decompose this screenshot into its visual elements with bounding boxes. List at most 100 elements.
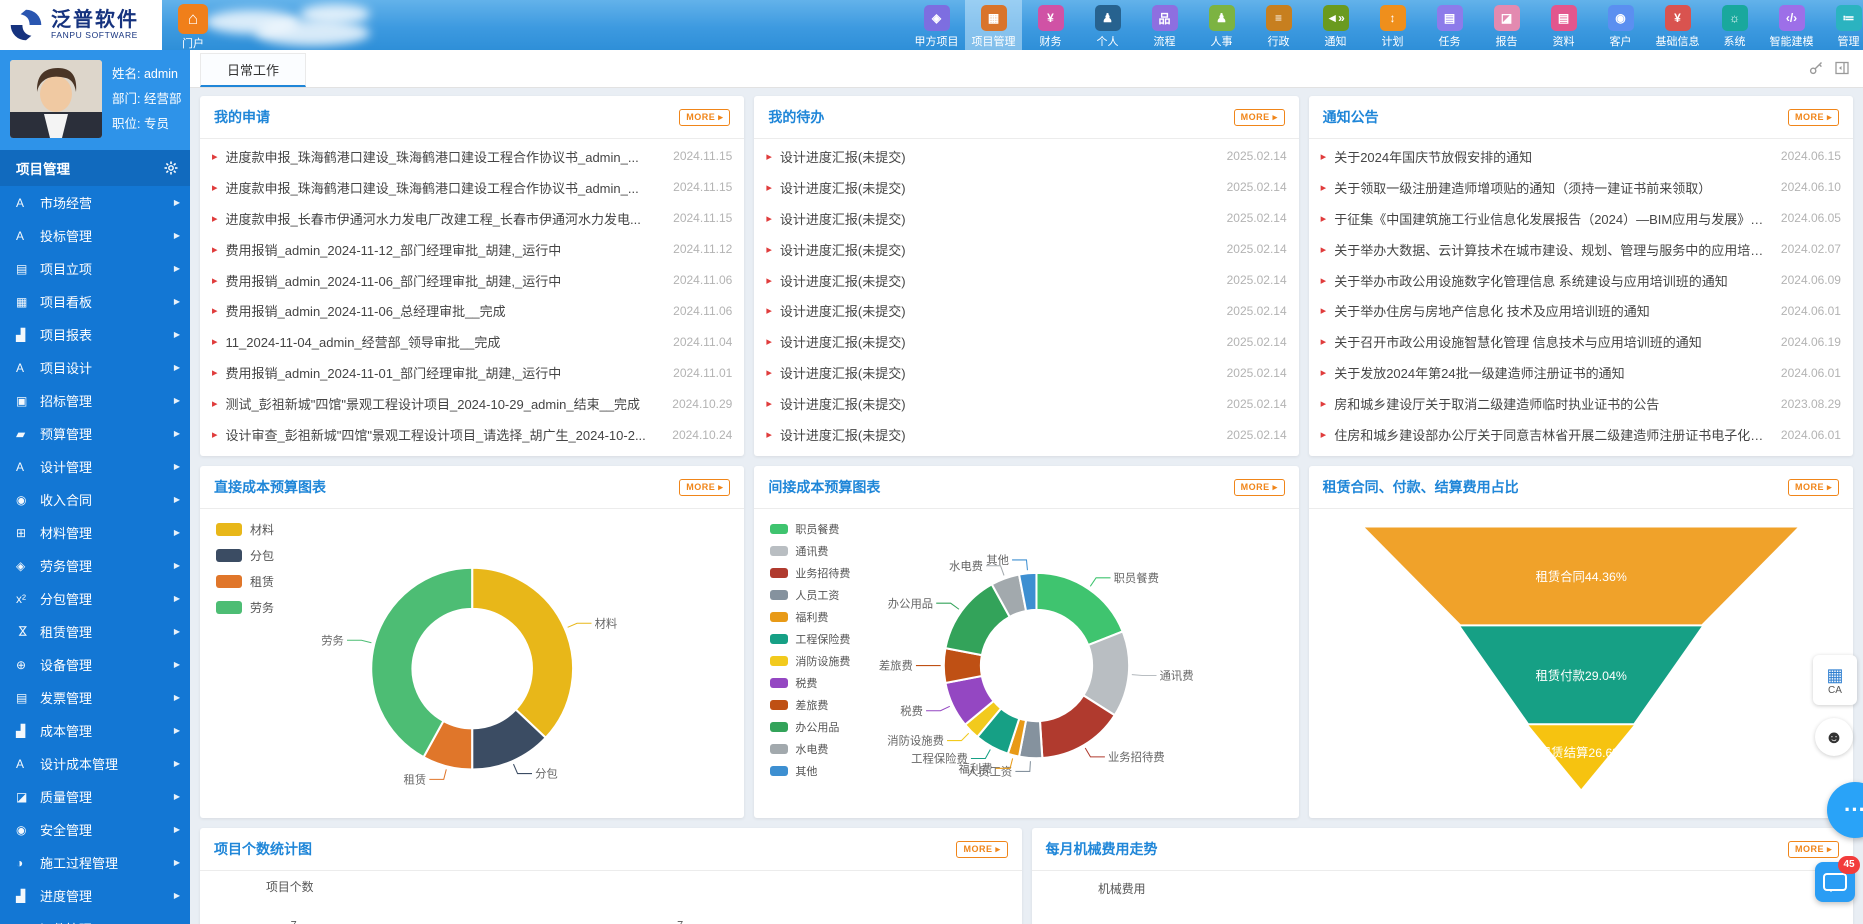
- more-button[interactable]: MORE ▸: [1788, 841, 1839, 858]
- sidebar-item-progress[interactable]: ▟进度管理▶: [0, 879, 190, 912]
- sidebar-item-income-contract[interactable]: ◉收入合同▶: [0, 483, 190, 516]
- list-item[interactable]: ▸关于发放2024年第24批一级建造师注册证书的通知2024.06.01: [1321, 357, 1841, 388]
- list-item[interactable]: ▸房和城乡建设厅关于取消二级建造师临时执业证书的公告2023.08.29: [1321, 388, 1841, 419]
- list-item[interactable]: ▸设计进度汇报(未提交)2025.02.14: [766, 172, 1286, 203]
- sidebar-item-invoices[interactable]: ▤发票管理▶: [0, 681, 190, 714]
- legend-item[interactable]: 办公用品: [770, 719, 850, 735]
- list-item[interactable]: ▸进度款申报_珠海鹤港口建设_珠海鹤港口建设工程合作协议书_admin_...2…: [212, 141, 732, 172]
- slice-职员餐费[interactable]: [1037, 573, 1123, 645]
- message-widget[interactable]: 45: [1815, 862, 1855, 902]
- list-item[interactable]: ▸设计进度汇报(未提交)2025.02.14: [766, 296, 1286, 327]
- top-nav-item-admin-affairs[interactable]: ≡行政: [1250, 0, 1307, 50]
- legend-item[interactable]: 材料: [216, 521, 274, 538]
- sidebar-item-materials[interactable]: ⊞材料管理▶: [0, 516, 190, 549]
- legend-item[interactable]: 福利费: [770, 609, 850, 625]
- list-item[interactable]: ▸设计进度汇报(未提交)2025.02.14: [766, 203, 1286, 234]
- list-item[interactable]: ▸设计进度汇报(未提交)2025.02.14: [766, 357, 1286, 388]
- sidebar-item-project-kanban[interactable]: ▦项目看板▶: [0, 285, 190, 318]
- qr-ca-widget[interactable]: ▦ CA: [1813, 655, 1857, 705]
- more-button[interactable]: MORE ▸: [679, 479, 730, 496]
- avatar[interactable]: [10, 60, 102, 138]
- more-button[interactable]: MORE ▸: [956, 841, 1007, 858]
- top-nav-item-client-projects[interactable]: ◈甲方项目: [908, 0, 965, 50]
- list-item[interactable]: ▸设计进度汇报(未提交)2025.02.14: [766, 326, 1286, 357]
- list-item[interactable]: ▸设计进度汇报(未提交)2025.02.14: [766, 388, 1286, 419]
- sidebar-item-construction-process[interactable]: ◑施工过程管理▶: [0, 846, 190, 879]
- list-item[interactable]: ▸关于举办大数据、云计算技术在城市建设、规划、管理与服务中的应用培训班...20…: [1321, 234, 1841, 265]
- list-item[interactable]: ▸设计进度汇报(未提交)2025.02.14: [766, 234, 1286, 265]
- list-item[interactable]: ▸关于召开市政公用设施智慧化管理 信息技术与应用培训班的通知2024.06.19: [1321, 326, 1841, 357]
- list-item[interactable]: ▸测试_彭祖新城"四馆"景观工程设计项目_2024-10-29_admin_结束…: [212, 388, 732, 419]
- top-nav-item-customers[interactable]: ◉客户: [1592, 0, 1649, 50]
- sidebar-item-tendering[interactable]: ▣招标管理▶: [0, 384, 190, 417]
- list-item[interactable]: ▸费用报销_admin_2024-11-01_部门经理审批_胡建,_运行中202…: [212, 357, 732, 388]
- app-logo[interactable]: 泛普软件 FANPU SOFTWARE: [0, 0, 162, 50]
- sidebar-item-cost[interactable]: ▟成本管理▶: [0, 714, 190, 747]
- sidebar-item-project-reports[interactable]: ▟项目报表▶: [0, 318, 190, 351]
- top-nav-item-management[interactable]: ≔管理: [1820, 0, 1863, 50]
- list-item[interactable]: ▸设计进度汇报(未提交)2025.02.14: [766, 265, 1286, 296]
- sidebar-item-design[interactable]: A设计管理▶: [0, 450, 190, 483]
- legend-item[interactable]: 其他: [770, 763, 850, 779]
- top-nav-item-hr[interactable]: ♟人事: [1193, 0, 1250, 50]
- legend-item[interactable]: 通讯费: [770, 543, 850, 559]
- gear-icon[interactable]: [164, 161, 178, 175]
- list-item[interactable]: ▸关于举办住房与房地产信息化 技术及应用培训班的通知2024.06.01: [1321, 296, 1841, 327]
- sidebar-item-market[interactable]: A市场经营▶: [0, 186, 190, 219]
- list-item[interactable]: ▸设计进度汇报(未提交)2025.02.14: [766, 141, 1286, 172]
- top-nav-item-project-management[interactable]: ▦项目管理: [965, 0, 1022, 50]
- top-nav-item-workflow[interactable]: 品流程: [1136, 0, 1193, 50]
- list-item[interactable]: ▸设计审查_彭祖新城"四馆"景观工程设计项目_请选择_胡广生_2024-10-2…: [212, 419, 732, 450]
- list-item[interactable]: ▸费用报销_admin_2024-11-06_部门经理审批_胡建,_运行中202…: [212, 265, 732, 296]
- legend-item[interactable]: 差旅费: [770, 697, 850, 713]
- sidebar-item-equipment[interactable]: ⊕设备管理▶: [0, 648, 190, 681]
- legend-item[interactable]: 职员餐费: [770, 521, 850, 537]
- legend-item[interactable]: 租赁: [216, 573, 274, 590]
- more-button[interactable]: MORE ▸: [1788, 479, 1839, 496]
- legend-item[interactable]: 业务招待费: [770, 565, 850, 581]
- list-item[interactable]: ▸关于领取一级注册建造师增项贴的通知（须持一建证书前来领取）2024.06.10: [1321, 172, 1841, 203]
- top-nav-item-notification[interactable]: ◄»通知: [1307, 0, 1364, 50]
- tab-daily-work[interactable]: 日常工作: [200, 53, 306, 87]
- list-item[interactable]: ▸11_2024-11-04_admin_经营部_领导审批__完成2024.11…: [212, 326, 732, 357]
- sidebar-item-safety[interactable]: ◉安全管理▶: [0, 813, 190, 846]
- list-item[interactable]: ▸住房和城乡建设部办公厅关于同意吉林省开展二级建造师注册证书电子化试点...20…: [1321, 419, 1841, 450]
- sidebar-item-bidding[interactable]: A投标管理▶: [0, 219, 190, 252]
- more-button[interactable]: MORE ▸: [1234, 479, 1285, 496]
- legend-item[interactable]: 分包: [216, 547, 274, 564]
- panel-toggle-icon[interactable]: [1835, 61, 1849, 75]
- list-item[interactable]: ▸关于2024年国庆节放假安排的通知2024.06.15: [1321, 141, 1841, 172]
- top-nav-item-smart-modeling[interactable]: ‹/›智能建模: [1763, 0, 1820, 50]
- sidebar-item-design-cost[interactable]: A设计成本管理▶: [0, 747, 190, 780]
- top-nav-item-system[interactable]: ☼系统: [1706, 0, 1763, 50]
- sidebar-item-project-initiation[interactable]: ▤项目立项▶: [0, 252, 190, 285]
- top-nav-item-tasks[interactable]: ▤任务: [1421, 0, 1478, 50]
- support-widget[interactable]: ☻: [1815, 718, 1853, 756]
- list-item[interactable]: ▸于征集《中国建筑施工行业信息化发展报告（2024）—BIM应用与发展》材料..…: [1321, 203, 1841, 234]
- sidebar-section-header[interactable]: 项目管理: [0, 150, 190, 186]
- legend-item[interactable]: 工程保险费: [770, 631, 850, 647]
- legend-item[interactable]: 劳务: [216, 599, 274, 616]
- legend-item[interactable]: 人员工资: [770, 587, 850, 603]
- more-button[interactable]: MORE ▸: [679, 109, 730, 126]
- more-button[interactable]: MORE ▸: [1788, 109, 1839, 126]
- legend-item[interactable]: 税费: [770, 675, 850, 691]
- list-item[interactable]: ▸设计进度汇报(未提交)2025.02.14: [766, 419, 1286, 450]
- top-nav-item-finance[interactable]: ¥财务: [1022, 0, 1079, 50]
- list-item[interactable]: ▸关于举办市政公用设施数字化管理信息 系统建设与应用培训班的通知2024.06.…: [1321, 265, 1841, 296]
- list-item[interactable]: ▸进度款申报_长春市伊通河水力发电厂改建工程_长春市伊通河水力发电...2024…: [212, 203, 732, 234]
- sidebar-item-leasing[interactable]: ⋈租赁管理▶: [0, 615, 190, 648]
- nav-portal[interactable]: ⌂ 门户: [170, 4, 216, 51]
- sidebar-item-labor[interactable]: ◈劳务管理▶: [0, 549, 190, 582]
- top-nav-item-personal[interactable]: ♟个人: [1079, 0, 1136, 50]
- top-nav-item-plan[interactable]: ↕计划: [1364, 0, 1421, 50]
- legend-item[interactable]: 水电费: [770, 741, 850, 757]
- list-item[interactable]: ▸费用报销_admin_2024-11-06_总经理审批__完成2024.11.…: [212, 296, 732, 327]
- sidebar-item-budget[interactable]: ▰预算管理▶: [0, 417, 190, 450]
- list-item[interactable]: ▸费用报销_admin_2024-11-12_部门经理审批_胡建,_运行中202…: [212, 234, 732, 265]
- top-nav-item-base-info[interactable]: ¥基础信息: [1649, 0, 1706, 50]
- key-icon[interactable]: [1809, 61, 1823, 75]
- list-item[interactable]: ▸进度款申报_珠海鹤港口建设_珠海鹤港口建设工程合作协议书_admin_...2…: [212, 172, 732, 203]
- top-nav-item-reports[interactable]: ◪报告: [1478, 0, 1535, 50]
- sidebar-item-subcontract[interactable]: x²分包管理▶: [0, 582, 190, 615]
